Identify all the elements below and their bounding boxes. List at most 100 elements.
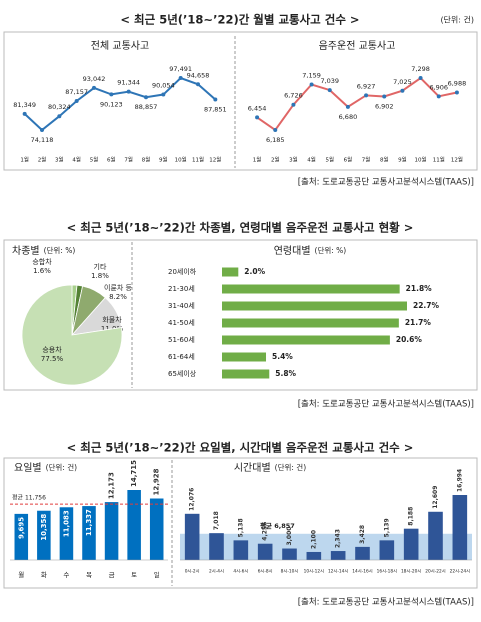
bar [306, 551, 322, 560]
chart-unit: (단위: 건) [275, 462, 307, 472]
value-label: 11,083 [62, 510, 70, 537]
value-label: 7,018 [213, 511, 220, 530]
bar [282, 548, 297, 560]
value-label: 6,454 [248, 104, 267, 112]
value-label: 11,337 [85, 509, 93, 536]
x-tick-label: 2월 [271, 156, 280, 164]
value-label: 97,491 [169, 65, 192, 73]
x-tick-label: 10월 [415, 156, 427, 164]
x-tick-label: 20시-22시 [425, 569, 445, 575]
slice-label: 승용차 [42, 345, 62, 354]
value-label: 8,188 [408, 507, 415, 526]
bar [330, 551, 346, 560]
source: [출처: 도로교통공단 교통사고분석시스템(TAAS)] [298, 399, 474, 410]
bar [222, 369, 270, 379]
bar [452, 495, 468, 560]
x-tick-label: 18시-20시 [401, 569, 421, 575]
section-unit: (단위: 건) [440, 15, 474, 25]
marker [196, 82, 200, 87]
chart-title-text: 연령대별 [274, 245, 311, 257]
marker [92, 85, 96, 90]
value-label: 90,123 [100, 100, 123, 108]
bar [127, 490, 141, 560]
slice-label: 이륜차 등 [104, 283, 133, 292]
value-label: 4,256 [262, 522, 269, 541]
y-tick-label: 20세이하 [168, 267, 197, 276]
value-label: 6,988 [448, 79, 467, 87]
bar [59, 507, 74, 560]
value-label: 5.4% [272, 352, 293, 361]
x-tick-label: 3월 [289, 156, 298, 164]
chart-title: 음주운전 교통사고 [319, 40, 396, 52]
x-tick-label: 목 [86, 571, 92, 579]
chart-title-text: 차종별 [12, 245, 40, 257]
marker [400, 88, 405, 93]
slice-value: 77.5% [41, 355, 64, 363]
value-label: 7,159 [302, 71, 321, 79]
value-label: 3,428 [359, 525, 366, 544]
bar [104, 502, 119, 560]
source: [출처: 도로교통공단 교통사고분석시스템(TAAS)] [298, 177, 474, 188]
y-tick-label: 31-40세 [168, 301, 195, 310]
chart-unit: (단위: 건) [46, 462, 78, 472]
value-label: 7,025 [393, 78, 412, 86]
x-tick-label: 12월 [209, 156, 221, 164]
average-label: 평균 6,857 [260, 521, 295, 530]
chart-title: 연령대별 (단위: %) [274, 245, 347, 257]
value-label: 21.7% [405, 318, 432, 327]
marker [126, 89, 131, 94]
bar [14, 513, 29, 560]
value-label: 81,349 [13, 101, 36, 109]
bar [222, 284, 400, 294]
marker [364, 93, 369, 98]
x-tick-label: 11월 [433, 156, 445, 164]
slice-label: 승합차 [32, 257, 52, 266]
bar [149, 498, 164, 560]
marker [345, 104, 350, 109]
value-label: 88,857 [135, 103, 158, 111]
x-tick-label: 화 [41, 571, 47, 579]
marker [109, 92, 114, 97]
value-label: 6,927 [357, 82, 376, 90]
x-tick-label: 수 [63, 571, 69, 579]
y-tick-label: 41-50세 [168, 318, 195, 327]
marker [57, 114, 62, 119]
value-label: 10,358 [40, 514, 48, 541]
x-tick-label: 7월 [124, 156, 133, 164]
value-label: 12,609 [432, 486, 439, 509]
y-tick-label: 51-60세 [168, 335, 195, 344]
marker [22, 111, 27, 116]
x-tick-label: 4월 [72, 156, 81, 164]
x-tick-label: 2시-4시 [209, 569, 224, 575]
bar [403, 528, 419, 560]
marker [327, 88, 332, 93]
value-label: 2.0% [244, 267, 265, 276]
x-tick-label: 22시-24시 [450, 569, 470, 575]
marker [454, 90, 459, 95]
slice-value: 1.8% [91, 272, 109, 280]
x-tick-label: 3월 [55, 156, 64, 164]
chart-title: 전체 교통사고 [91, 40, 149, 52]
marker [178, 76, 183, 80]
x-tick-label: 6시-8시 [258, 569, 273, 575]
x-tick-label: 10시-12시 [304, 569, 324, 575]
value-label: 6,902 [375, 103, 394, 111]
value-label: 74,118 [31, 136, 54, 144]
marker [382, 94, 387, 99]
bar [257, 543, 273, 560]
value-label: 93,042 [83, 75, 106, 83]
marker [161, 92, 166, 97]
value-label: 14,715 [130, 460, 138, 487]
chart-title-text: 요일별 [14, 462, 42, 474]
x-tick-label: 0시-2시 [185, 569, 200, 575]
x-tick-label: 6월 [344, 156, 353, 164]
x-tick-label: 14시-16시 [352, 569, 372, 575]
bar [222, 301, 407, 311]
bar [82, 506, 96, 560]
x-tick-label: 9월 [159, 156, 168, 164]
x-tick-label: 5월 [325, 156, 334, 164]
slice-label: 기타 [94, 262, 107, 271]
chart-unit: (단위: %) [44, 245, 76, 255]
x-tick-label: 8월 [380, 156, 389, 164]
